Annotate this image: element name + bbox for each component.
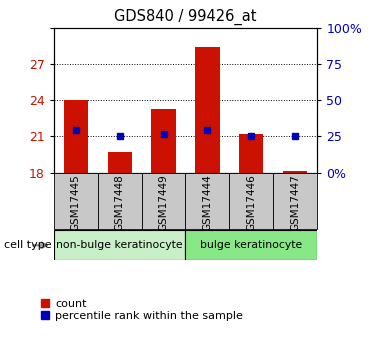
Bar: [196, 47, 220, 172]
Text: non-bulge keratinocyte: non-bulge keratinocyte: [56, 240, 183, 250]
FancyBboxPatch shape: [54, 230, 185, 260]
Text: GSM17446: GSM17446: [246, 174, 256, 231]
Text: GSM17447: GSM17447: [290, 174, 300, 231]
Legend: count, percentile rank within the sample: count, percentile rank within the sample: [41, 299, 243, 321]
Text: GSM17444: GSM17444: [203, 174, 213, 231]
Text: GDS840 / 99426_at: GDS840 / 99426_at: [114, 9, 257, 25]
Bar: [239, 134, 263, 172]
FancyBboxPatch shape: [229, 172, 273, 229]
Bar: [64, 100, 88, 172]
Bar: [283, 171, 307, 172]
Bar: [151, 108, 175, 172]
Text: GSM17445: GSM17445: [71, 174, 81, 231]
FancyBboxPatch shape: [186, 172, 229, 229]
Text: GSM17448: GSM17448: [115, 174, 125, 231]
FancyBboxPatch shape: [186, 230, 317, 260]
Text: GSM17449: GSM17449: [158, 174, 168, 231]
FancyBboxPatch shape: [98, 172, 142, 229]
FancyBboxPatch shape: [54, 172, 98, 229]
Bar: [108, 152, 132, 172]
Text: cell type: cell type: [4, 240, 51, 250]
FancyBboxPatch shape: [142, 172, 186, 229]
Text: bulge keratinocyte: bulge keratinocyte: [200, 240, 302, 250]
FancyBboxPatch shape: [273, 172, 317, 229]
